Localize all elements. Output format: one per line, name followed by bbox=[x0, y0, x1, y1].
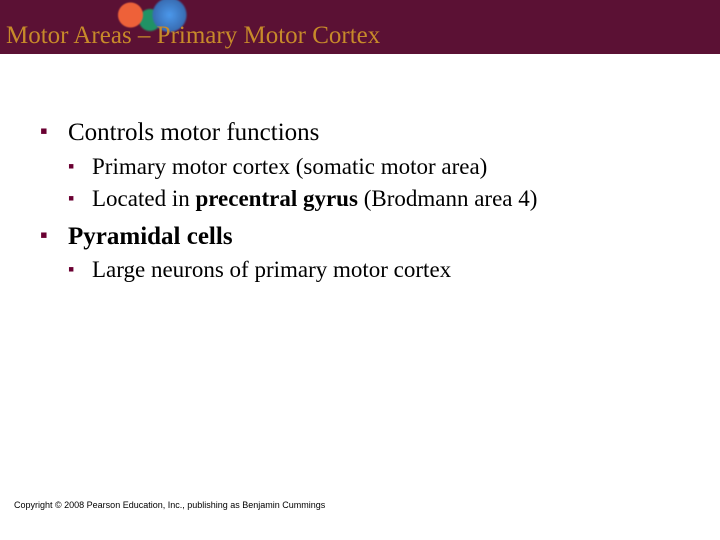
bullet-text: Primary motor cortex (somatic motor area… bbox=[92, 154, 487, 179]
bullet-text: Controls motor functions bbox=[68, 119, 319, 146]
bullet-list-level2: ▪ Primary motor cortex (somatic motor ar… bbox=[92, 152, 680, 214]
text-segment: Located in bbox=[92, 186, 195, 211]
bullet-text: Pyramidal cells bbox=[68, 223, 233, 250]
bullet-text: Located in precentral gyrus (Brodmann ar… bbox=[92, 186, 537, 211]
square-bullet-icon: ▪ bbox=[68, 259, 74, 280]
text-bold-segment: precentral gyrus bbox=[195, 186, 357, 211]
text-segment: (Brodmann area 4) bbox=[358, 186, 537, 211]
slide-content: ▪ Controls motor functions ▪ Primary mot… bbox=[0, 54, 720, 285]
square-bullet-icon: ▪ bbox=[68, 156, 74, 177]
square-bullet-icon: ▪ bbox=[40, 222, 48, 248]
text-segment: Large neurons of primary motor cortex bbox=[92, 257, 451, 282]
list-item: ▪ Located in precentral gyrus (Brodmann … bbox=[92, 184, 680, 214]
bullet-list-level2: ▪ Large neurons of primary motor cortex bbox=[92, 255, 680, 285]
slide-header: Motor Areas – Primary Motor Cortex bbox=[0, 0, 720, 54]
copyright-text: Copyright © 2008 Pearson Education, Inc.… bbox=[14, 500, 325, 510]
bullet-text: Large neurons of primary motor cortex bbox=[92, 257, 451, 282]
square-bullet-icon: ▪ bbox=[40, 118, 48, 144]
square-bullet-icon: ▪ bbox=[68, 188, 74, 209]
bullet-list-level1: ▪ Controls motor functions ▪ Primary mot… bbox=[68, 116, 680, 285]
list-item: ▪ Large neurons of primary motor cortex bbox=[92, 255, 680, 285]
slide-title: Motor Areas – Primary Motor Cortex bbox=[6, 22, 380, 50]
list-item: ▪ Primary motor cortex (somatic motor ar… bbox=[92, 152, 680, 182]
text-segment: Primary motor cortex (somatic motor area… bbox=[92, 154, 487, 179]
list-item: ▪ Controls motor functions ▪ Primary mot… bbox=[68, 116, 680, 214]
list-item: ▪ Pyramidal cells ▪ Large neurons of pri… bbox=[68, 220, 680, 286]
